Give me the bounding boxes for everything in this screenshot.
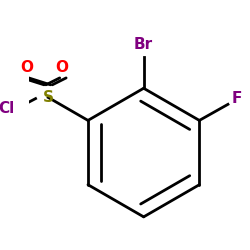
Text: Cl: Cl — [0, 101, 14, 116]
Text: O: O — [56, 60, 68, 75]
Text: Br: Br — [134, 37, 153, 52]
Text: F: F — [232, 91, 242, 106]
Text: O: O — [20, 60, 33, 75]
Text: S: S — [43, 90, 54, 105]
